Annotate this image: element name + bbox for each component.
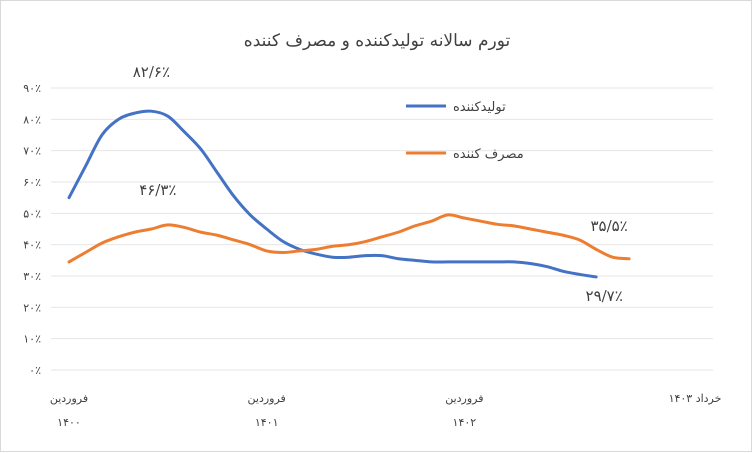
x-tick-label: خرداد ۱۴۰۳ [669, 392, 722, 405]
x-tick-label: فروردین [445, 392, 483, 405]
y-tick-label: ۶۰٪ [23, 176, 41, 189]
data-label: ۸۲/۶٪ [133, 63, 170, 81]
x-tick-label: ۱۴۰۰ [57, 416, 81, 429]
y-axis-ticks: ۰٪ ۱۰٪ ۲۰٪ ۳۰٪ ۴۰٪ ۵۰٪ ۶۰٪ ۷۰٪ ۸۰٪ ۹۰٪ [23, 82, 41, 377]
y-tick-label: ۱۰٪ [23, 333, 41, 346]
y-tick-label: ۳۰٪ [23, 270, 41, 283]
legend-label: تولیدکننده [453, 100, 506, 115]
x-tick-label: ۱۴۰۱ [255, 416, 279, 429]
legend-label: مصرف کننده [453, 147, 524, 162]
x-axis-ticks: فروردین ۱۴۰۰ فروردین ۱۴۰۱ فروردین ۱۴۰۲ خرداد ۱… [50, 392, 722, 429]
data-label: ۲۹/۷٪ [586, 287, 623, 305]
chart-title: تورم سالانه تولیدکننده و مصرف کننده [244, 31, 511, 51]
x-tick-label: فروردین [50, 392, 88, 405]
y-tick-label: ۵۰٪ [23, 207, 41, 220]
y-tick-label: ۷۰٪ [23, 145, 41, 158]
y-tick-label: ۸۰٪ [23, 113, 41, 126]
data-label: ۴۶/۳٪ [139, 181, 176, 199]
data-label: ۳۵/۵٪ [590, 217, 627, 235]
legend: تولیدکننده مصرف کننده [406, 100, 524, 162]
y-tick-label: ۴۰٪ [23, 239, 41, 252]
series-line-1 [69, 215, 629, 262]
y-tick-label: ۹۰٪ [23, 82, 41, 95]
y-tick-label: ۲۰٪ [23, 301, 41, 314]
x-tick-label: فروردین [248, 392, 286, 405]
y-tick-label: ۰٪ [29, 364, 41, 377]
x-tick-label: ۱۴۰۲ [453, 416, 477, 429]
